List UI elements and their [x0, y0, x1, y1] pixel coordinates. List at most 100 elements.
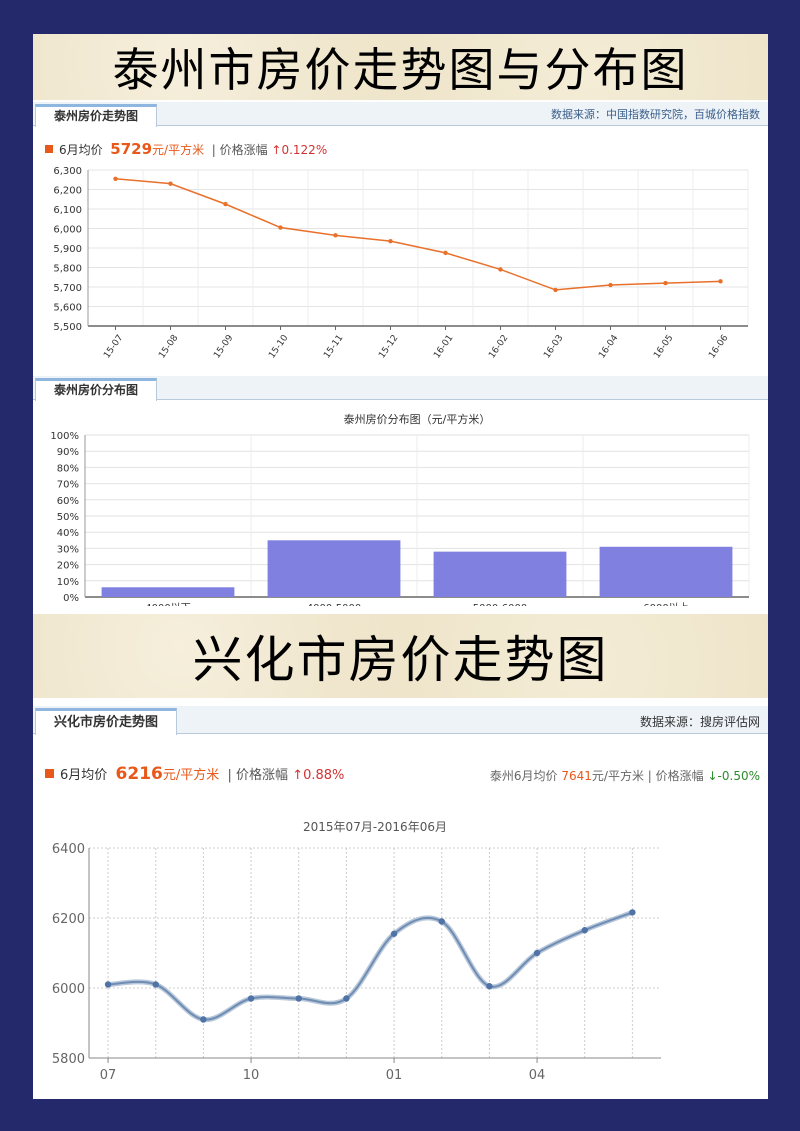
compare-change-value: ↓-0.50%: [707, 769, 760, 783]
bar: [267, 540, 401, 597]
y-tick-label: 5800: [52, 1052, 85, 1067]
y-tick-label: 6,100: [53, 205, 82, 216]
avg-label: 6月均价: [60, 768, 108, 783]
poster: 泰州市房价走势图与分布图 泰州房价走势图 数据来源：中国指数研究院，百城价格指数…: [33, 34, 768, 1099]
x-tick-label: 10: [243, 1068, 260, 1083]
top-banner: 泰州市房价走势图与分布图: [33, 34, 768, 100]
legend-square-icon: [45, 145, 53, 153]
data-point: [247, 995, 255, 1002]
data-point: [104, 981, 112, 988]
data-point: [295, 995, 302, 1002]
x-tick-label: 16-05: [652, 333, 675, 360]
tab-taizhou-distribution[interactable]: 泰州房价分布图: [35, 378, 158, 401]
taizhou-compare-line: 泰州6月均价 7641元/平方米 | 价格涨幅 ↓-0.50%: [490, 767, 760, 784]
x-tick-label: 15-10: [267, 333, 290, 360]
change-label: | 价格涨幅: [211, 143, 268, 157]
xinghua-avg-price-line: 6月均价 6216元/平方米 | 价格涨幅 ↑0.88%: [45, 764, 344, 784]
legend-square-icon: [45, 769, 54, 778]
avg-price-value: 5729: [110, 140, 153, 158]
y-tick-label: 5,500: [53, 322, 82, 333]
data-point: [498, 267, 503, 272]
data-point: [533, 949, 541, 957]
y-tick-label: 6,200: [53, 186, 82, 197]
y-tick-label: 60%: [57, 496, 79, 507]
y-tick-label: 10%: [57, 577, 79, 588]
x-tick-label: 01: [386, 1068, 403, 1083]
data-point: [608, 282, 613, 288]
y-tick-label: 30%: [57, 544, 79, 555]
change-value: ↑0.122%: [271, 143, 328, 157]
data-point: [553, 287, 558, 293]
y-tick-label: 80%: [57, 463, 79, 474]
data-point: [388, 238, 393, 244]
x-tick-label: 07: [100, 1068, 117, 1083]
x-tick-label: 15-12: [377, 333, 400, 360]
data-point: [718, 279, 723, 284]
y-tick-label: 5,600: [53, 303, 82, 314]
taizhou-distribution-panel: 泰州房价分布图 泰州房价分布图（元/平方米） 0% 10% 20% 30% 40% 50% 6…: [33, 376, 768, 606]
data-point: [223, 201, 228, 207]
tab-xinghua-trend[interactable]: 兴化市房价走势图: [35, 708, 178, 735]
xinghua-trend-tabbar: 兴化市房价走势图 数据来源：搜房评估网: [33, 706, 768, 735]
y-tick-label: 0%: [63, 593, 79, 604]
xinghua-trend-panel: 兴化市房价走势图 数据来源：搜房评估网 6月均价 6216元/平方米 | 价格涨…: [33, 706, 768, 1099]
x-tick-label: 16-01: [432, 333, 455, 360]
taizhou-trend-tabbar: 泰州房价走势图 数据来源：中国指数研究院，百城价格指数: [33, 102, 768, 127]
y-tick-label: 90%: [57, 447, 79, 458]
taizhou-distribution-tabbar: 泰州房价分布图: [33, 376, 768, 401]
chart-title: 泰州房价分布图（元/平方米）: [344, 412, 491, 426]
y-tick-label: 6000: [52, 982, 85, 997]
bar: [433, 551, 567, 597]
taizhou-trend-panel: 泰州房价走势图 数据来源：中国指数研究院，百城价格指数 6月均价 5729元/平…: [33, 102, 768, 372]
bar: [599, 546, 733, 597]
x-tick-label: 15-08: [157, 333, 180, 360]
compare-label: 泰州6月均价: [489, 769, 558, 783]
top-banner-title: 泰州市房价走势图与分布图: [112, 43, 689, 97]
y-tick-label: 5,800: [53, 264, 82, 275]
taizhou-distribution-chart: 泰州房价分布图（元/平方米） 0% 10% 20% 30% 40% 50% 60% 70% 80%…: [50, 412, 750, 606]
taizhou-avg-price-line: 6月均价 5729元/平方米 | 价格涨幅 ↑0.122%: [45, 140, 327, 158]
data-source: 数据来源：搜房评估网: [639, 715, 760, 729]
avg-price-unit: 元/平方米: [162, 768, 220, 783]
data-point: [486, 983, 493, 990]
y-tick-label: 6200: [52, 912, 85, 927]
y-tick-label: 5,900: [53, 244, 82, 255]
x-tick-label: 16-04: [597, 333, 620, 360]
data-point: [581, 927, 588, 934]
data-point: [168, 181, 173, 186]
tab-taizhou-trend[interactable]: 泰州房价走势图: [35, 104, 158, 127]
change-label: | 价格涨幅: [227, 768, 289, 783]
compare-value: 7641: [561, 769, 592, 783]
x-tick-label: 5000-6000: [473, 603, 528, 606]
data-point: [443, 250, 448, 256]
x-tick-label: 6000以上: [643, 602, 688, 606]
data-point: [113, 176, 118, 181]
series-line: [108, 911, 633, 1021]
x-tick-label: 04: [529, 1068, 546, 1083]
data-point: [438, 918, 445, 925]
compare-unit: 元/平方米: [591, 769, 644, 783]
data-point: [333, 233, 338, 238]
compare-change-label: | 价格涨幅: [647, 769, 704, 783]
y-tick-label: 6,300: [53, 166, 82, 177]
avg-price-unit: 元/平方米: [152, 143, 205, 157]
change-value: ↑0.88%: [292, 768, 345, 783]
data-point: [629, 909, 636, 916]
data-point: [663, 280, 668, 286]
y-tick-label: 50%: [57, 512, 79, 523]
y-tick-label: 6400: [52, 842, 85, 857]
y-tick-label: 20%: [57, 561, 79, 572]
x-tick-label: 16-06: [707, 333, 730, 360]
taizhou-trend-chart: 5,500 5,600 5,700 5,800 5,900 6,000 6,100 6,200…: [53, 166, 749, 360]
middle-banner: 兴化市房价走势图: [33, 614, 768, 698]
avg-price-value: 6216: [115, 764, 163, 784]
x-tick-label: 16-03: [542, 333, 565, 360]
x-tick-label: 15-11: [322, 333, 345, 360]
data-point: [200, 1016, 207, 1023]
avg-label: 6月均价: [59, 143, 103, 157]
bar: [101, 587, 235, 597]
middle-banner-title: 兴化市房价走势图: [192, 631, 609, 689]
data-source: 数据来源：中国指数研究院，百城价格指数: [551, 108, 760, 121]
x-tick-label: 16-02: [487, 333, 510, 360]
